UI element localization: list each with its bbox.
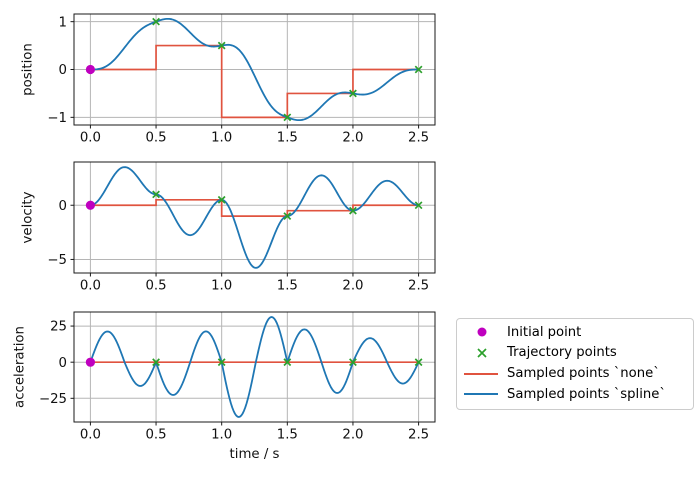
x-tick-label: 1.0 bbox=[211, 428, 232, 443]
initial-point-marker bbox=[85, 357, 96, 367]
y-axis-label-position: position bbox=[21, 43, 36, 96]
trajectory-point-marker bbox=[349, 89, 357, 98]
sampled-spline-line-icon bbox=[463, 387, 499, 401]
trajectory-point-marker bbox=[414, 358, 423, 367]
x-tick-label: 0.5 bbox=[145, 279, 166, 294]
trajectory-points-marker-icon bbox=[463, 346, 499, 360]
sampled-none-line bbox=[90, 198, 419, 217]
y-tick-label: −1 bbox=[47, 111, 67, 126]
trajectory-point-marker bbox=[414, 201, 423, 210]
line-none-swatch bbox=[464, 372, 498, 375]
y-tick-label: 25 bbox=[50, 320, 67, 335]
axes-box bbox=[73, 161, 436, 274]
y-tick-label: 0 bbox=[59, 356, 67, 371]
trajectory-point-marker bbox=[152, 17, 160, 26]
trajectory-point-marker bbox=[152, 358, 160, 367]
initial-point-marker bbox=[85, 64, 96, 75]
x-tick-label: 0.5 bbox=[145, 131, 166, 146]
x-tick-label: 1.5 bbox=[277, 428, 298, 443]
x-tick-label: 2.0 bbox=[342, 279, 363, 294]
x-tick-label: 1.5 bbox=[277, 279, 298, 294]
trajectory-point-marker bbox=[349, 358, 357, 367]
legend-item-trajectory-points: Trajectory points bbox=[463, 343, 685, 364]
x-tick-label: 1.0 bbox=[211, 279, 232, 294]
trajectory-point-marker bbox=[283, 212, 292, 220]
trajectory-point-marker bbox=[217, 358, 226, 367]
x-tick-label: 2.5 bbox=[408, 428, 429, 443]
legend-label-sampled-spline: Sampled points `spline` bbox=[507, 386, 666, 402]
y-tick-label: −25 bbox=[39, 392, 67, 407]
sampled-none-line-icon bbox=[463, 367, 499, 381]
x-axis-label: time / s bbox=[230, 447, 280, 462]
trajectory-point-marker bbox=[283, 113, 292, 122]
initial-point-marker-icon bbox=[463, 325, 499, 339]
x-tick-label: 2.0 bbox=[342, 428, 363, 443]
line-spline-swatch bbox=[464, 393, 498, 396]
legend-item-sampled-none: Sampled points `none` bbox=[463, 363, 685, 384]
sampled-spline-line bbox=[89, 316, 420, 418]
legend-label-initial-point: Initial point bbox=[507, 324, 582, 340]
initial-circle-swatch bbox=[477, 327, 487, 337]
sampled-spline-line bbox=[89, 17, 420, 122]
x-tick-label: 0.5 bbox=[145, 428, 166, 443]
y-tick-label: −5 bbox=[47, 253, 67, 268]
y-axis-label-acceleration: acceleration bbox=[13, 326, 28, 408]
velocity-subplot: 0.0 0.5 1.0 1.5 2.0 2.5 0 −5 velocity bbox=[21, 161, 436, 294]
trajectory-point-marker bbox=[217, 41, 226, 50]
trajectory-point-marker bbox=[152, 190, 160, 199]
position-subplot: 0.0 0.5 1.0 1.5 2.0 2.5 1 0 −1 position bbox=[21, 13, 436, 146]
legend-label-sampled-none: Sampled points `none` bbox=[507, 366, 660, 382]
x-tick-label: 2.0 bbox=[342, 131, 363, 146]
x-tick-label: 0.0 bbox=[80, 131, 101, 146]
acceleration-subplot: 0.0 0.5 1.0 1.5 2.0 2.5 25 0 −25 acceleration bbox=[13, 311, 436, 443]
trajectory-point-marker bbox=[414, 65, 423, 74]
trajectory-point-marker bbox=[283, 358, 292, 367]
x-tick-label: 2.5 bbox=[408, 131, 429, 146]
y-tick-label: 1 bbox=[59, 15, 67, 30]
x-tick-label: 1.0 bbox=[211, 131, 232, 146]
y-axis-label-velocity: velocity bbox=[21, 191, 36, 243]
legend-item-sampled-spline: Sampled points `spline` bbox=[463, 384, 685, 405]
y-tick-label: 0 bbox=[59, 63, 67, 78]
y-tick-label: 0 bbox=[59, 199, 67, 214]
initial-point-marker bbox=[85, 200, 96, 210]
x-tick-label: 1.5 bbox=[277, 131, 298, 146]
axes-box bbox=[73, 311, 436, 423]
x-tick-label: 2.5 bbox=[408, 279, 429, 294]
legend-label-trajectory-points: Trajectory points bbox=[507, 345, 617, 361]
x-tick-label: 0.0 bbox=[80, 428, 101, 443]
sampled-none-line bbox=[90, 44, 419, 119]
trajectory-point-marker bbox=[217, 195, 226, 204]
sampled-spline-line bbox=[89, 166, 420, 269]
legend-item-initial-point: Initial point bbox=[463, 322, 685, 343]
trajectory-point-marker bbox=[349, 206, 357, 215]
x-tick-label: 0.0 bbox=[80, 279, 101, 294]
trajectory-x-swatch bbox=[477, 348, 487, 358]
legend: Initial point Trajectory points Sampled … bbox=[456, 318, 694, 410]
